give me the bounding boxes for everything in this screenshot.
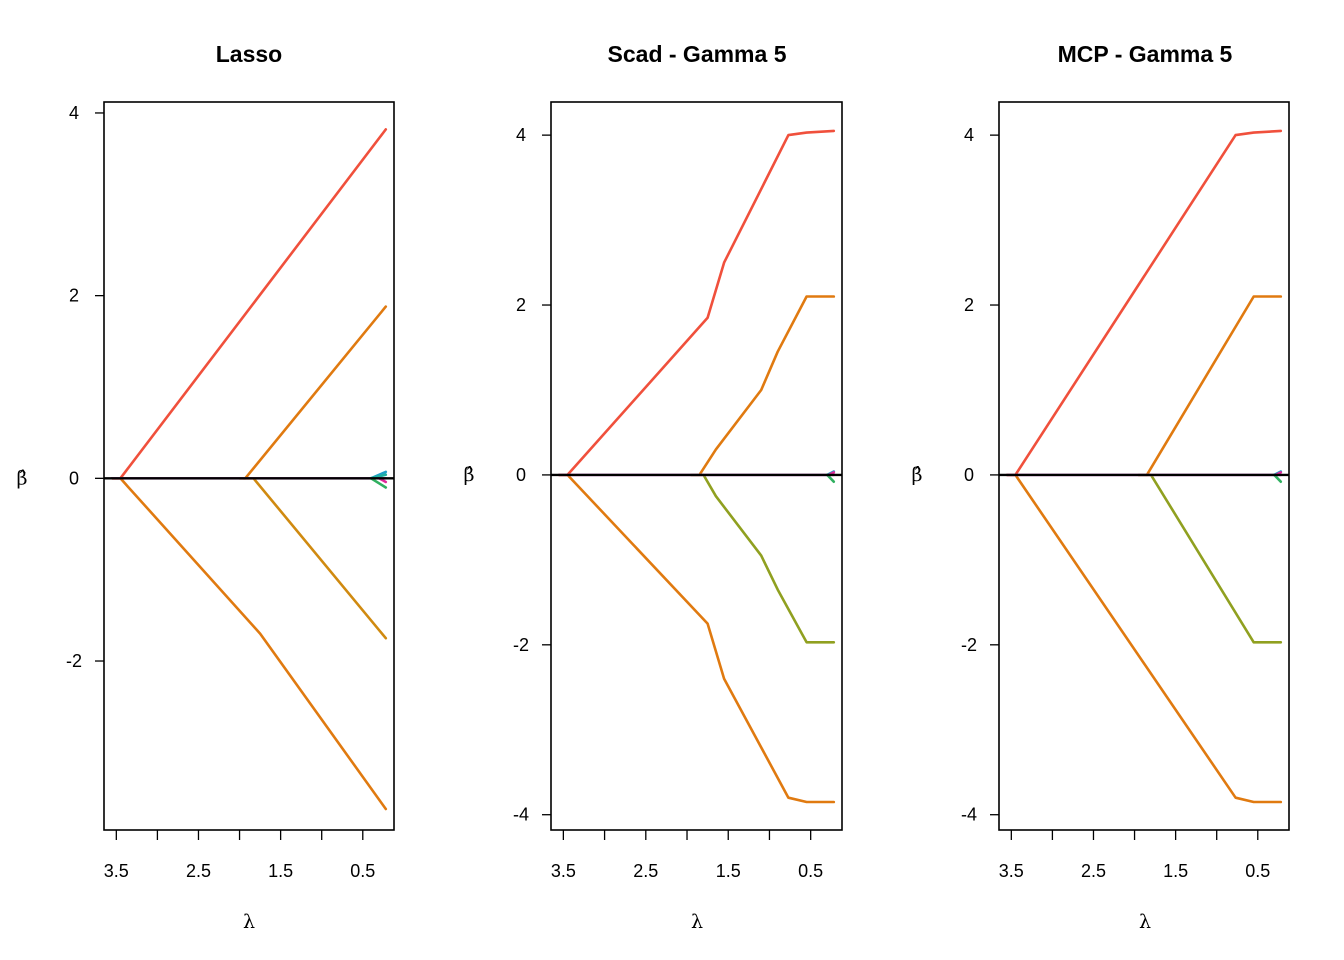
coefficient-path-4 (242, 477, 388, 640)
coefficient-path-3 (689, 295, 836, 477)
coefficient-path-3 (238, 305, 388, 480)
x-tick-label: 3.5 (999, 861, 1024, 881)
y-tick-label: 0 (964, 465, 974, 485)
y-tick-label: -2 (66, 651, 82, 671)
x-tick-label: 1.5 (1163, 861, 1188, 881)
y-tick-label: 0 (516, 465, 526, 485)
coefficient-path-4 (1137, 473, 1283, 644)
y-tick-label: -4 (513, 805, 529, 825)
y-tick-label: -2 (513, 635, 529, 655)
x-tick-label: 0.5 (798, 861, 823, 881)
coefficient-path-7 (369, 477, 388, 489)
y-tick-label: -2 (961, 635, 977, 655)
coefficient-path-4 (689, 473, 836, 644)
x-tick-label: 3.5 (104, 861, 129, 881)
x-axis-label: λ (691, 911, 703, 933)
plot-frame (103, 101, 395, 831)
y-tick-label: 2 (516, 295, 526, 315)
y-tick-label: 4 (69, 103, 79, 123)
coefficient-path-1 (557, 129, 836, 477)
panel-1: Lasso -2 0 2 4 3.5 2.5 1.5 0.5 λ β̂ (17, 41, 395, 933)
panel-2: Scad - Gamma 5 -4 -2 0 2 4 3.5 2.5 1.5 0.5 λ β̂ (464, 41, 843, 933)
y-tick-label: 0 (69, 468, 79, 488)
plot-frame (998, 101, 1290, 831)
y-axis-label: β̂ (912, 464, 923, 486)
y-tick-label: 4 (964, 125, 974, 145)
y-tick-label: 4 (516, 125, 526, 145)
x-tick-label: 0.5 (1245, 861, 1270, 881)
y-axis-label: β̂ (464, 464, 475, 486)
x-tick-label: 1.5 (716, 861, 741, 881)
panel-title: Scad - Gamma 5 (608, 41, 787, 67)
coefficient-path-1 (1005, 129, 1283, 477)
plot-frame (550, 101, 843, 831)
x-tick-label: 2.5 (633, 861, 658, 881)
x-axis-label: λ (1139, 911, 1151, 933)
x-tick-label: 1.5 (268, 861, 293, 881)
y-tick-label: 2 (964, 295, 974, 315)
y-tick-label: -4 (961, 805, 977, 825)
coefficient-path-3 (1137, 295, 1283, 477)
coefficient-path-1 (110, 128, 388, 480)
x-tick-label: 2.5 (186, 861, 211, 881)
coefficient-path-2 (1005, 473, 1283, 804)
x-tick-label: 3.5 (551, 861, 576, 881)
x-tick-label: 0.5 (350, 861, 375, 881)
coefficient-path-2 (110, 477, 388, 811)
x-axis-label: λ (243, 911, 255, 933)
panel-title: Lasso (216, 41, 282, 67)
panel-3: MCP - Gamma 5 -4 -2 0 2 4 3.5 2.5 1.5 0.5 λ β̂ (912, 41, 1290, 933)
panel-title: MCP - Gamma 5 (1058, 41, 1233, 67)
coefficient-path-2 (557, 473, 836, 804)
x-tick-label: 2.5 (1081, 861, 1106, 881)
y-axis-label: β̂ (17, 467, 28, 489)
y-tick-label: 2 (69, 286, 79, 306)
